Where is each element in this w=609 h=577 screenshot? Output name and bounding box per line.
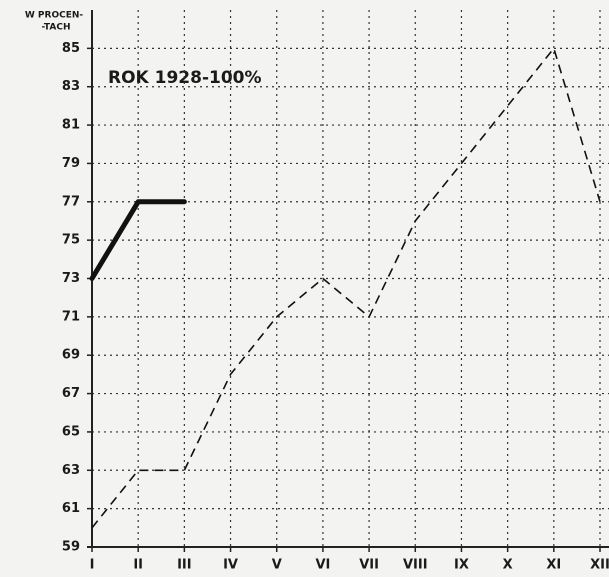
y-tick-label: 83 bbox=[62, 79, 80, 94]
x-tick-label: I bbox=[90, 558, 95, 573]
y-tick-label: 79 bbox=[62, 156, 80, 171]
x-tick-label: XI bbox=[546, 558, 561, 573]
x-tick-label: V bbox=[272, 558, 282, 573]
data-line bbox=[91, 47, 601, 529]
x-tick-label: X bbox=[503, 558, 513, 573]
data-line bbox=[89, 199, 187, 281]
y-tick-label: 59 bbox=[62, 540, 80, 555]
y-axis-label: -TACH bbox=[42, 23, 71, 33]
y-axis-label: W PROCEN- bbox=[25, 11, 84, 21]
y-tick-label: 81 bbox=[62, 118, 80, 133]
y-tick-label: 71 bbox=[62, 309, 80, 324]
x-tick-label: IX bbox=[454, 558, 469, 573]
x-tick-label: VI bbox=[315, 558, 330, 573]
y-tick-label: 77 bbox=[62, 194, 80, 209]
y-tick-label: 69 bbox=[62, 348, 80, 363]
x-tick-label: II bbox=[133, 558, 143, 573]
y-tick-label: 73 bbox=[62, 271, 80, 286]
y-tick-label: 65 bbox=[62, 424, 80, 439]
x-tick-label: VII bbox=[359, 558, 379, 573]
x-tick-label: XII bbox=[590, 558, 609, 573]
y-tick-label: 63 bbox=[62, 463, 80, 478]
x-tick-label: III bbox=[177, 558, 192, 573]
x-tick-label: IV bbox=[223, 558, 238, 573]
y-tick-label: 85 bbox=[62, 41, 80, 56]
x-tick-label: VIII bbox=[403, 558, 428, 573]
y-tick-label: 75 bbox=[62, 233, 80, 248]
y-tick-label: 61 bbox=[62, 501, 80, 516]
y-tick-label: 67 bbox=[62, 386, 80, 401]
